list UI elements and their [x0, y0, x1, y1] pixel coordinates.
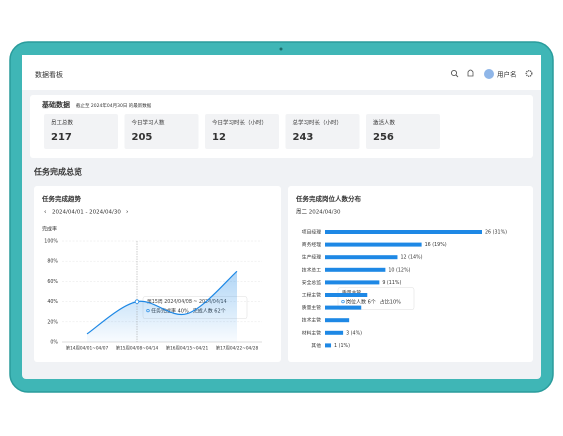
stat-value: 205 [132, 132, 153, 143]
search-icon[interactable] [450, 69, 459, 78]
date-range: 2024/04/01 - 2024/04/30 [52, 210, 121, 216]
tooltip-title: 质量主管 [342, 289, 361, 296]
category-label: 技术主管 [302, 317, 321, 324]
stat-card [285, 114, 360, 149]
x-tick-label: 第17周04/22~04/28 [216, 345, 259, 352]
stat-label: 今日学习时长（小时） [212, 119, 267, 127]
next-arrow[interactable]: › [126, 209, 128, 216]
category-label: 项目经理 [302, 229, 321, 236]
bar [325, 330, 344, 335]
stat-value: 243 [293, 132, 314, 143]
bell-icon[interactable] [467, 69, 474, 77]
bar [325, 267, 386, 272]
tooltip-title: 第15周 2024/04/08 ~ 2024/04/14 [147, 298, 227, 305]
app-title: 数据看板 [35, 70, 63, 79]
stat-value: 217 [51, 132, 72, 143]
y-axis-label: 完成率 [42, 226, 57, 233]
bar [325, 305, 362, 310]
bar [325, 343, 332, 348]
stat-label: 今日学习人数 [132, 119, 166, 127]
bar [325, 230, 482, 234]
category-label: 工程主管 [302, 292, 321, 299]
tooltip-item: 岗位人数 6个 [346, 299, 376, 306]
stat-label: 总学习时长（小时） [293, 119, 343, 127]
y-tick-label: 20% [47, 319, 58, 325]
value-label: 26 (31%) [485, 230, 507, 236]
dist-date: 周二 2024/04/30 [296, 209, 341, 216]
header-bar [22, 55, 541, 90]
x-tick-label: 第16周04/15~04/21 [166, 345, 209, 352]
tooltip-item: 占比10% [380, 299, 401, 306]
camera [279, 47, 283, 51]
stat-card [205, 114, 279, 149]
bar [325, 255, 398, 260]
basic-note: 截止至 2024年04月30日 的最新数据 [76, 102, 152, 109]
y-tick-label: 0% [50, 340, 58, 346]
category-label: 技术总工 [302, 266, 321, 273]
stat-card [366, 114, 440, 149]
stat-value: 12 [212, 132, 226, 143]
value-label: 12 (14%) [400, 255, 422, 261]
basic-title: 基础数据 [41, 100, 70, 109]
bar [325, 242, 422, 247]
y-tick-label: 40% [47, 299, 58, 305]
bar [325, 318, 350, 323]
y-tick-label: 100% [44, 239, 58, 245]
stat-label: 员工总数 [51, 119, 74, 127]
value-label: 16 (19%) [425, 242, 447, 248]
value-label: 3 (4%) [346, 330, 362, 336]
prev-arrow[interactable]: ‹ [44, 209, 46, 216]
value-label: 10 (12%) [388, 267, 410, 273]
trend-title: 任务完成趋势 [41, 194, 82, 203]
tooltip-dot [341, 299, 345, 304]
settings-icon[interactable] [525, 70, 533, 77]
area [87, 271, 237, 342]
value-label: 9 (11%) [382, 280, 401, 286]
hover-point [134, 299, 140, 304]
stat-card [44, 114, 118, 149]
bar [325, 293, 368, 297]
category-label: 其他 [311, 342, 321, 349]
category-label: 质量主管 [302, 304, 321, 311]
stat-card [124, 114, 199, 149]
category-label: 材料主管 [302, 329, 321, 336]
y-tick-label: 60% [47, 279, 58, 285]
category-label: 安全总监 [302, 279, 321, 286]
category-label: 生产经理 [302, 254, 321, 261]
stat-value: 256 [373, 132, 394, 143]
y-tick-label: 80% [47, 259, 58, 265]
category-label: 商务经理 [302, 241, 321, 248]
value-label: 1 (1%) [334, 343, 350, 349]
overview-title: 任务完成总览 [33, 167, 82, 177]
line [86, 270, 238, 335]
dist-title: 任务完成岗位人数分布 [295, 194, 362, 203]
user-name[interactable]: 用户名 [497, 70, 517, 79]
stat-label: 激活人数 [373, 119, 396, 127]
x-tick-label: 第14周04/01~04/07 [66, 345, 109, 352]
tooltip-item: 任务完成率 40% [151, 308, 189, 315]
bar [325, 280, 380, 285]
avatar[interactable] [484, 69, 494, 79]
x-tick-label: 第15周04/08~04/14 [116, 345, 159, 352]
